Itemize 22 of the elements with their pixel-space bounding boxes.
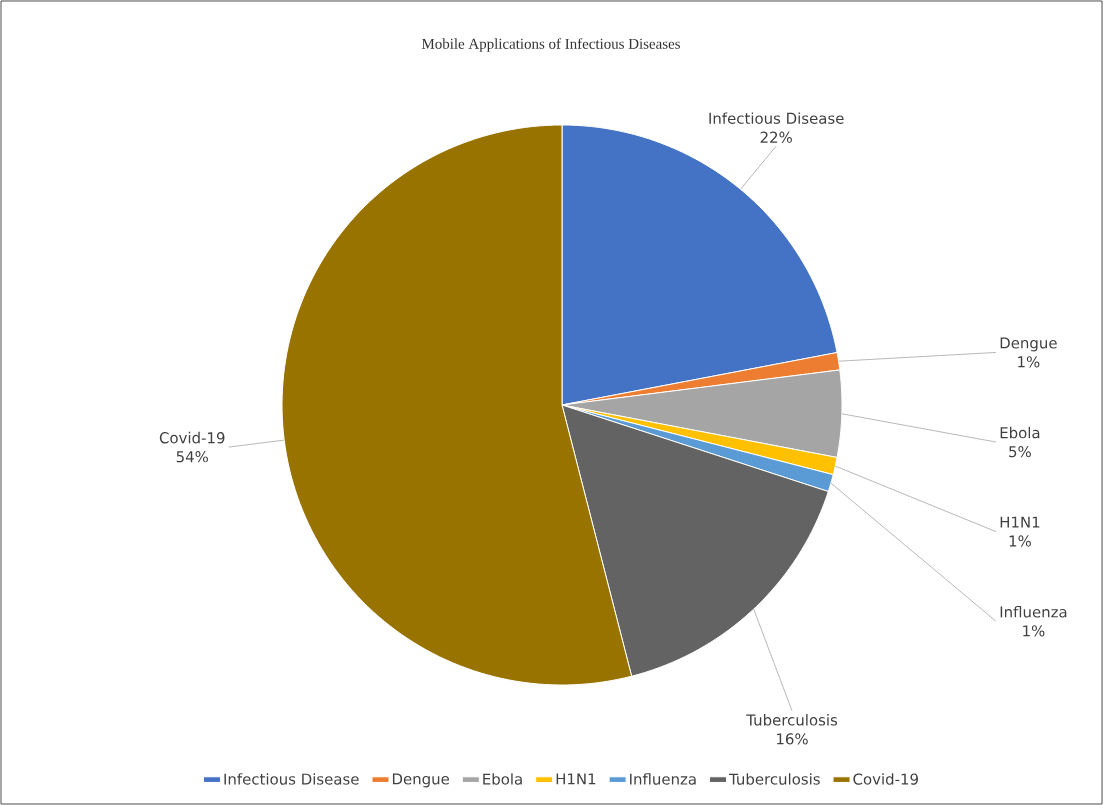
chart-title: Mobile Applications of Infectious Diseases [421, 38, 680, 52]
data-label: 1% [1023, 625, 1045, 637]
data-label: 16% [777, 733, 808, 745]
legend-label: Dengue [392, 773, 450, 788]
data-label: 5% [1009, 445, 1031, 458]
data-label: 22% [760, 131, 792, 143]
legend-label: H1N1 [556, 773, 596, 785]
slice-label: Covid-19 [159, 431, 225, 444]
slice-label: Ebola [1000, 426, 1040, 439]
slice-label: Dengue [1000, 337, 1057, 352]
data-label: 1% [1009, 535, 1031, 547]
legend-label: Infectious Disease [224, 773, 359, 785]
legend-label: Covid-19 [853, 773, 918, 785]
legend-label: Influenza [630, 773, 696, 785]
slice-label: Tuberculosis [746, 714, 838, 726]
data-label: 54% [176, 451, 209, 463]
legend-label: Tuberculosis [728, 773, 820, 785]
slice-label: H1N1 [1000, 516, 1040, 528]
slice-label: Influenza [1000, 606, 1067, 618]
data-label: 1% [1018, 356, 1040, 368]
legend-label: Ebola [483, 773, 522, 785]
slice-label: Infectious Disease [709, 112, 844, 124]
